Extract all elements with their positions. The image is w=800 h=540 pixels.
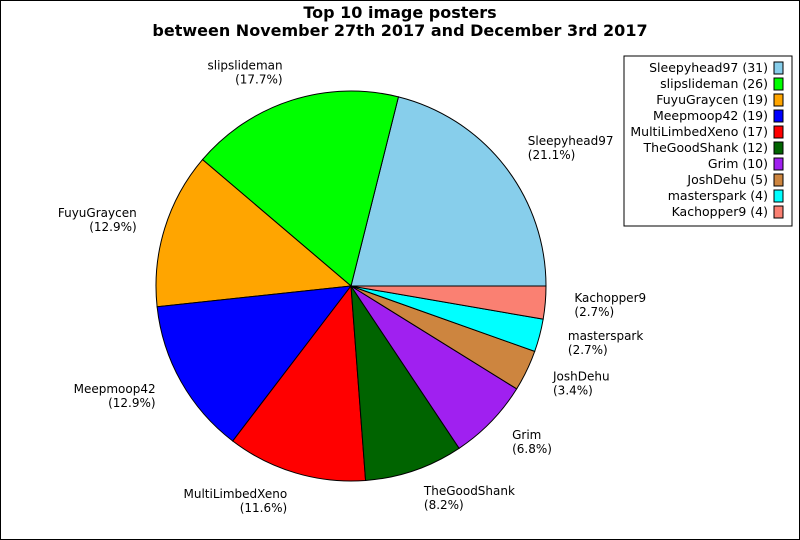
slice-name: masterspark xyxy=(568,329,643,343)
slice-name: slipslideman xyxy=(207,58,282,72)
legend-swatch xyxy=(773,205,784,219)
slice-name: Grim xyxy=(512,428,541,442)
legend-swatch xyxy=(773,77,784,91)
slice-name: Meepmoop42 xyxy=(74,382,156,396)
legend-item-masterspark: masterspark (4) xyxy=(668,188,784,203)
legend-label: FuyuGraycen (19) xyxy=(656,92,768,107)
legend-swatch xyxy=(773,141,784,155)
legend-label: masterspark (4) xyxy=(668,188,768,203)
legend-swatch xyxy=(773,61,784,75)
slice-percent: (6.8%) xyxy=(512,442,552,456)
slice-thegoodshank xyxy=(350,284,460,481)
legend-swatch xyxy=(773,157,784,171)
legend-item-kachopper9: Kachopper9 (4) xyxy=(672,204,784,219)
legend-label: Meepmoop42 (19) xyxy=(653,108,768,123)
legend-label: TheGoodShank (12) xyxy=(643,140,768,155)
slice-meepmoop42 xyxy=(156,285,353,442)
slice-percent: (3.4%) xyxy=(553,383,593,397)
legend-swatch xyxy=(773,173,784,187)
slice-label-sleepyhead97: Sleepyhead97 (21.1%) xyxy=(528,134,614,162)
legend-swatch xyxy=(773,125,784,139)
legend-item-joshdehu: JoshDehu (5) xyxy=(686,172,784,187)
slice-multilimbedxeno xyxy=(232,284,367,482)
legend-label: Grim (10) xyxy=(708,156,768,171)
slice-percent: (21.1%) xyxy=(528,148,575,162)
legend-label: Sleepyhead97 (31) xyxy=(649,60,768,75)
slice-kachopper9 xyxy=(350,285,547,320)
legend-item-grim: Grim (10) xyxy=(708,156,784,171)
slice-fuyugraycen xyxy=(155,158,353,308)
pie-slices xyxy=(155,90,547,482)
legend-swatch xyxy=(773,109,784,123)
slice-label-fuyugraycen: FuyuGraycen (12.9%) xyxy=(58,206,137,234)
slice-label-multilimbedxeno: MultiLimbedXeno (11.6%) xyxy=(184,487,288,515)
legend-swatch xyxy=(773,189,784,203)
slice-label-slipslideman: slipslideman (17.7%) xyxy=(207,58,282,86)
chart-title: Top 10 image posters xyxy=(303,3,496,22)
legend-item-multilimbedxeno: MultiLimbedXeno (17) xyxy=(630,124,784,139)
slice-label-thegoodshank: TheGoodShank (8.2%) xyxy=(423,484,515,512)
slice-name: Kachopper9 xyxy=(574,291,646,305)
legend-label: slipslideman (26) xyxy=(660,76,768,91)
slice-percent: (12.9%) xyxy=(89,220,136,234)
slice-label-meepmoop42: Meepmoop42 (12.9%) xyxy=(74,382,156,410)
legend: Sleepyhead97 (31)slipslideman (26)FuyuGr… xyxy=(623,55,793,227)
legend-label: JoshDehu (5) xyxy=(686,172,768,187)
chart-subtitle: between November 27th 2017 and December … xyxy=(152,21,647,40)
slice-percent: (12.9%) xyxy=(108,396,155,410)
slice-name: JoshDehu xyxy=(552,369,610,383)
slice-label-masterspark: masterspark (2.7%) xyxy=(568,329,643,357)
legend-swatch xyxy=(773,93,784,107)
legend-label: Kachopper9 (4) xyxy=(672,204,768,219)
legend-box xyxy=(623,55,793,227)
legend-label: MultiLimbedXeno (17) xyxy=(630,124,768,139)
slice-percent: (11.6%) xyxy=(240,501,287,515)
slice-label-grim: Grim (6.8%) xyxy=(512,428,552,456)
slice-name: TheGoodShank xyxy=(423,484,515,498)
slice-slipslideman xyxy=(201,90,400,287)
legend-item-thegoodshank: TheGoodShank (12) xyxy=(643,140,784,155)
slice-percent: (2.7%) xyxy=(574,305,614,319)
slice-percent: (17.7%) xyxy=(235,72,282,86)
legend-item-sleepyhead97: Sleepyhead97 (31) xyxy=(649,60,784,75)
slice-sleepyhead97 xyxy=(350,96,547,287)
slice-percent: (8.2%) xyxy=(424,498,464,512)
slice-name: Sleepyhead97 xyxy=(528,134,614,148)
slice-name: MultiLimbedXeno xyxy=(184,487,288,501)
legend-item-fuyugraycen: FuyuGraycen (19) xyxy=(656,92,784,107)
legend-item-slipslideman: slipslideman (26) xyxy=(660,76,784,91)
slice-label-kachopper9: Kachopper9 (2.7%) xyxy=(574,291,646,319)
legend-item-meepmoop42: Meepmoop42 (19) xyxy=(653,108,784,123)
slice-name: FuyuGraycen xyxy=(58,206,137,220)
slice-labels: Sleepyhead97 (21.1%) slipslideman (17.7%) Fu… xyxy=(58,58,646,515)
slice-percent: (2.7%) xyxy=(568,343,608,357)
slice-label-joshdehu: JoshDehu (3.4%) xyxy=(552,369,610,397)
